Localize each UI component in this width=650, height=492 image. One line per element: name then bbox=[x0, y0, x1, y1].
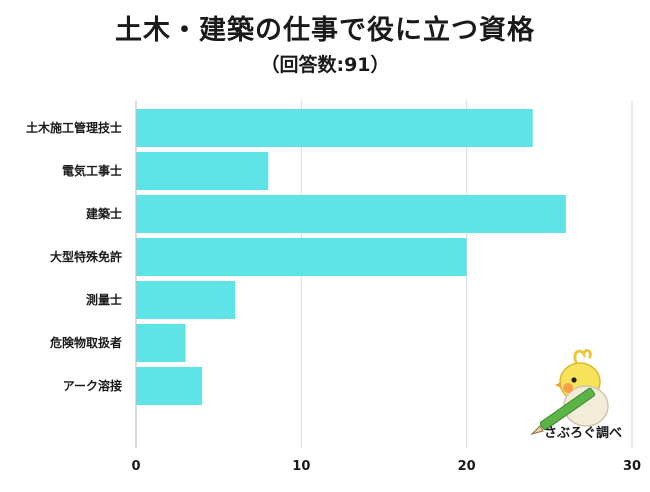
bird-eye bbox=[571, 377, 577, 383]
chart-title: 土木・建築の仕事で役に立つ資格 bbox=[115, 15, 535, 46]
x-tick-label: 0 bbox=[131, 459, 140, 474]
bar bbox=[136, 109, 533, 147]
bar bbox=[136, 152, 269, 190]
cockatiel-with-pencil-icon bbox=[530, 349, 609, 435]
chart-subtitle: （回答数:91） bbox=[260, 54, 390, 76]
category-label: 測量士 bbox=[86, 292, 122, 307]
pencil-icon bbox=[530, 387, 596, 435]
logo-text: さぶろぐ調べ bbox=[543, 426, 622, 441]
logo bbox=[528, 348, 638, 444]
category-label: 電気工事士 bbox=[62, 163, 122, 178]
bar bbox=[136, 195, 566, 233]
bar bbox=[136, 367, 203, 405]
category-label: 危険物取扱者 bbox=[49, 335, 122, 350]
bird-crest bbox=[573, 349, 592, 364]
x-tick-label: 10 bbox=[292, 459, 310, 474]
category-label: アーク溶接 bbox=[63, 378, 122, 393]
category-label: 大型特殊免許 bbox=[50, 249, 122, 264]
bar bbox=[136, 281, 236, 319]
bar bbox=[136, 324, 186, 362]
category-label: 建築士 bbox=[85, 206, 122, 221]
x-tick-label: 20 bbox=[458, 459, 476, 474]
category-label: 土木施工管理技士 bbox=[26, 120, 122, 135]
x-tick-label: 30 bbox=[623, 459, 641, 474]
bar bbox=[136, 238, 467, 276]
bird-cheek bbox=[563, 383, 573, 393]
bird-beak bbox=[555, 382, 561, 388]
